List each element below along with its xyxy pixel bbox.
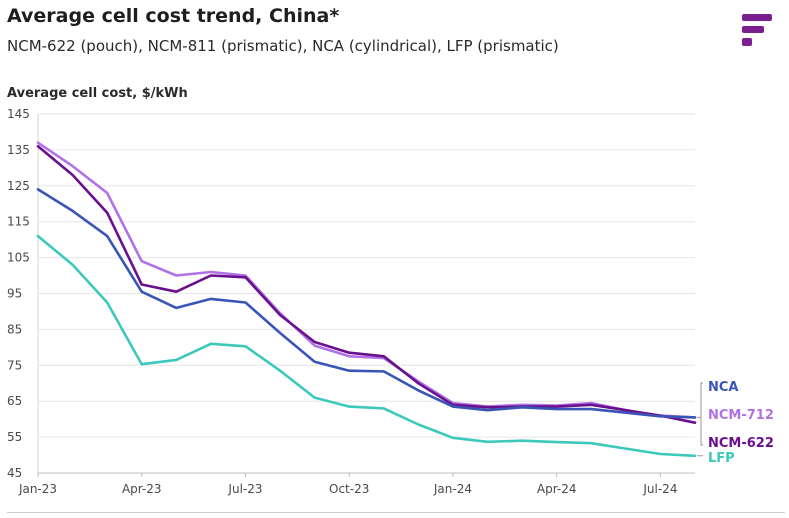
end-label-ncm-622: NCM-622 (708, 436, 774, 451)
series-line-nca (36, 188, 697, 419)
brand-logo-icon (742, 14, 772, 46)
x-tick-label: Apr-24 (537, 482, 577, 496)
y-tick-label: 65 (7, 394, 22, 408)
series-line-ncm-622 (36, 145, 697, 425)
chart-title: Average cell cost trend, China* (7, 5, 340, 27)
end-label-lfp: LFP (708, 451, 735, 466)
series-line-lfp (36, 234, 697, 458)
x-tick-label: Jan-23 (18, 482, 57, 496)
gridlines (38, 113, 695, 474)
y-tick-label: 135 (7, 143, 30, 157)
y-tick-label: 105 (7, 251, 30, 265)
y-tick-label: 75 (7, 358, 22, 372)
end-label-ncm-712: NCM-712 (708, 408, 774, 423)
y-tick-label: 95 (7, 287, 22, 301)
y-axis-label: Average cell cost, $/kWh (7, 86, 188, 101)
series-lines (36, 141, 697, 458)
y-tick-label: 55 (7, 430, 22, 444)
x-tick-label: Jul-23 (227, 482, 262, 496)
x-tick-label: Oct-23 (329, 482, 369, 496)
y-tick-label: 85 (7, 322, 22, 336)
bottom-divider (7, 512, 785, 513)
x-tick-label: Jan-24 (433, 482, 472, 496)
y-tick-label: 145 (7, 107, 30, 121)
x-tick-label: Apr-23 (122, 482, 162, 496)
end-label-bracket (700, 382, 703, 446)
y-tick-label: 45 (7, 466, 22, 480)
x-tick-label: Jul-24 (642, 482, 677, 496)
y-tick-label: 125 (7, 179, 30, 193)
chart-subtitle: NCM-622 (pouch), NCM-811 (prismatic), NC… (7, 37, 559, 55)
end-label-nca: NCA (708, 380, 738, 395)
axes: 45 55 65 75 85 95 105 115 125 135 145 Jan-23 Apr-23 J… (7, 107, 677, 496)
series-line-ncm-712 (36, 141, 697, 419)
y-tick-label: 115 (7, 215, 30, 229)
